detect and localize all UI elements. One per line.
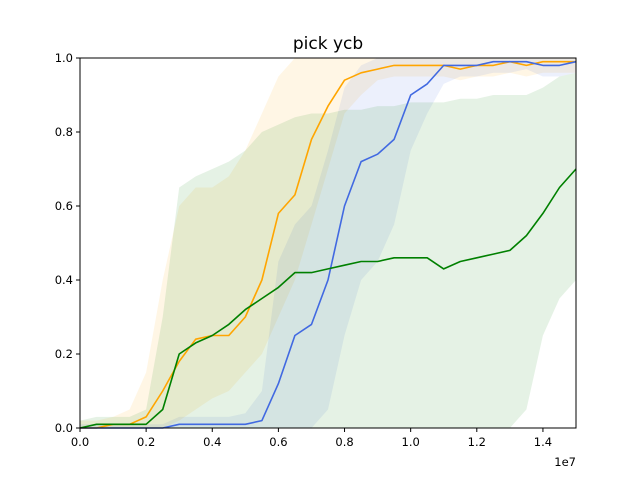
x-tick-label: 0.6 — [269, 435, 287, 449]
band-series-2 — [80, 58, 576, 428]
plot-frame — [79, 57, 577, 429]
y-tick-label: 1.0 — [55, 51, 73, 65]
line-series-1 — [80, 60, 576, 429]
x-axis: 0.0 0.2 0.4 0.6 0.8 1.0 1.2 1.4 — [71, 428, 552, 449]
x-multiplier-label: 1e7 — [554, 455, 576, 469]
x-tick-label: 0.4 — [203, 435, 221, 449]
x-tick-label: 1.2 — [468, 435, 486, 449]
chart-title: pick ycb — [293, 34, 363, 54]
y-axis: 0.0 0.2 0.4 0.6 0.8 1.0 — [55, 51, 80, 435]
confidence-bands — [80, 58, 576, 429]
x-tick-label: 0.0 — [71, 435, 89, 449]
y-tick-label: 0.2 — [55, 347, 73, 361]
band-series-3 — [80, 72, 576, 429]
x-tick-label: 0.2 — [137, 435, 155, 449]
band-series-1 — [80, 58, 576, 428]
line-series-3 — [79, 168, 577, 429]
x-tick-label: 1.4 — [534, 435, 552, 449]
y-tick-label: 0.8 — [55, 125, 73, 139]
x-tick-label: 0.8 — [335, 435, 353, 449]
y-tick-label: 0.6 — [55, 199, 73, 213]
y-tick-label: 0.4 — [55, 273, 73, 287]
x-tick-label: 1.0 — [402, 435, 420, 449]
y-tick-label: 0.0 — [55, 421, 73, 435]
